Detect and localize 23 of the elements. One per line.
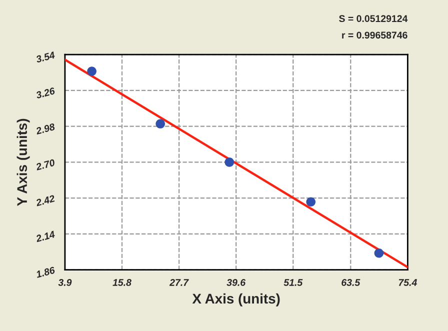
point: [156, 119, 166, 128]
x-tick-label: 75.4: [398, 279, 417, 286]
point: [374, 248, 384, 258]
y-tick-label: 3.54: [35, 51, 56, 63]
point: [306, 197, 316, 207]
y-axis-title: Y Axis (units): [16, 118, 30, 206]
y-tick-label: 3.26: [35, 87, 56, 99]
y-tick-label: 1.86: [36, 266, 56, 278]
text: S = 0.05129124: [339, 15, 408, 22]
x-axis-title: X Axis (units): [192, 293, 280, 306]
text: r = 0.99658746: [342, 32, 408, 39]
y-tick-label: 2.42: [35, 194, 56, 206]
x-tick-label: 3.9: [58, 279, 72, 286]
y-tick-label: 2.14: [35, 230, 56, 242]
x-tick-label: 27.7: [169, 279, 189, 286]
x-tick-label: 63.5: [342, 279, 360, 286]
point: [87, 66, 96, 76]
y-tick-label: 2.98: [35, 123, 56, 135]
y-tick-label: 2.70: [35, 158, 56, 170]
x-tick-label: 15.8: [112, 279, 132, 286]
point: [224, 158, 234, 167]
x-tick-label: 51.5: [284, 279, 303, 286]
x-tick-label: 39.6: [226, 279, 246, 286]
